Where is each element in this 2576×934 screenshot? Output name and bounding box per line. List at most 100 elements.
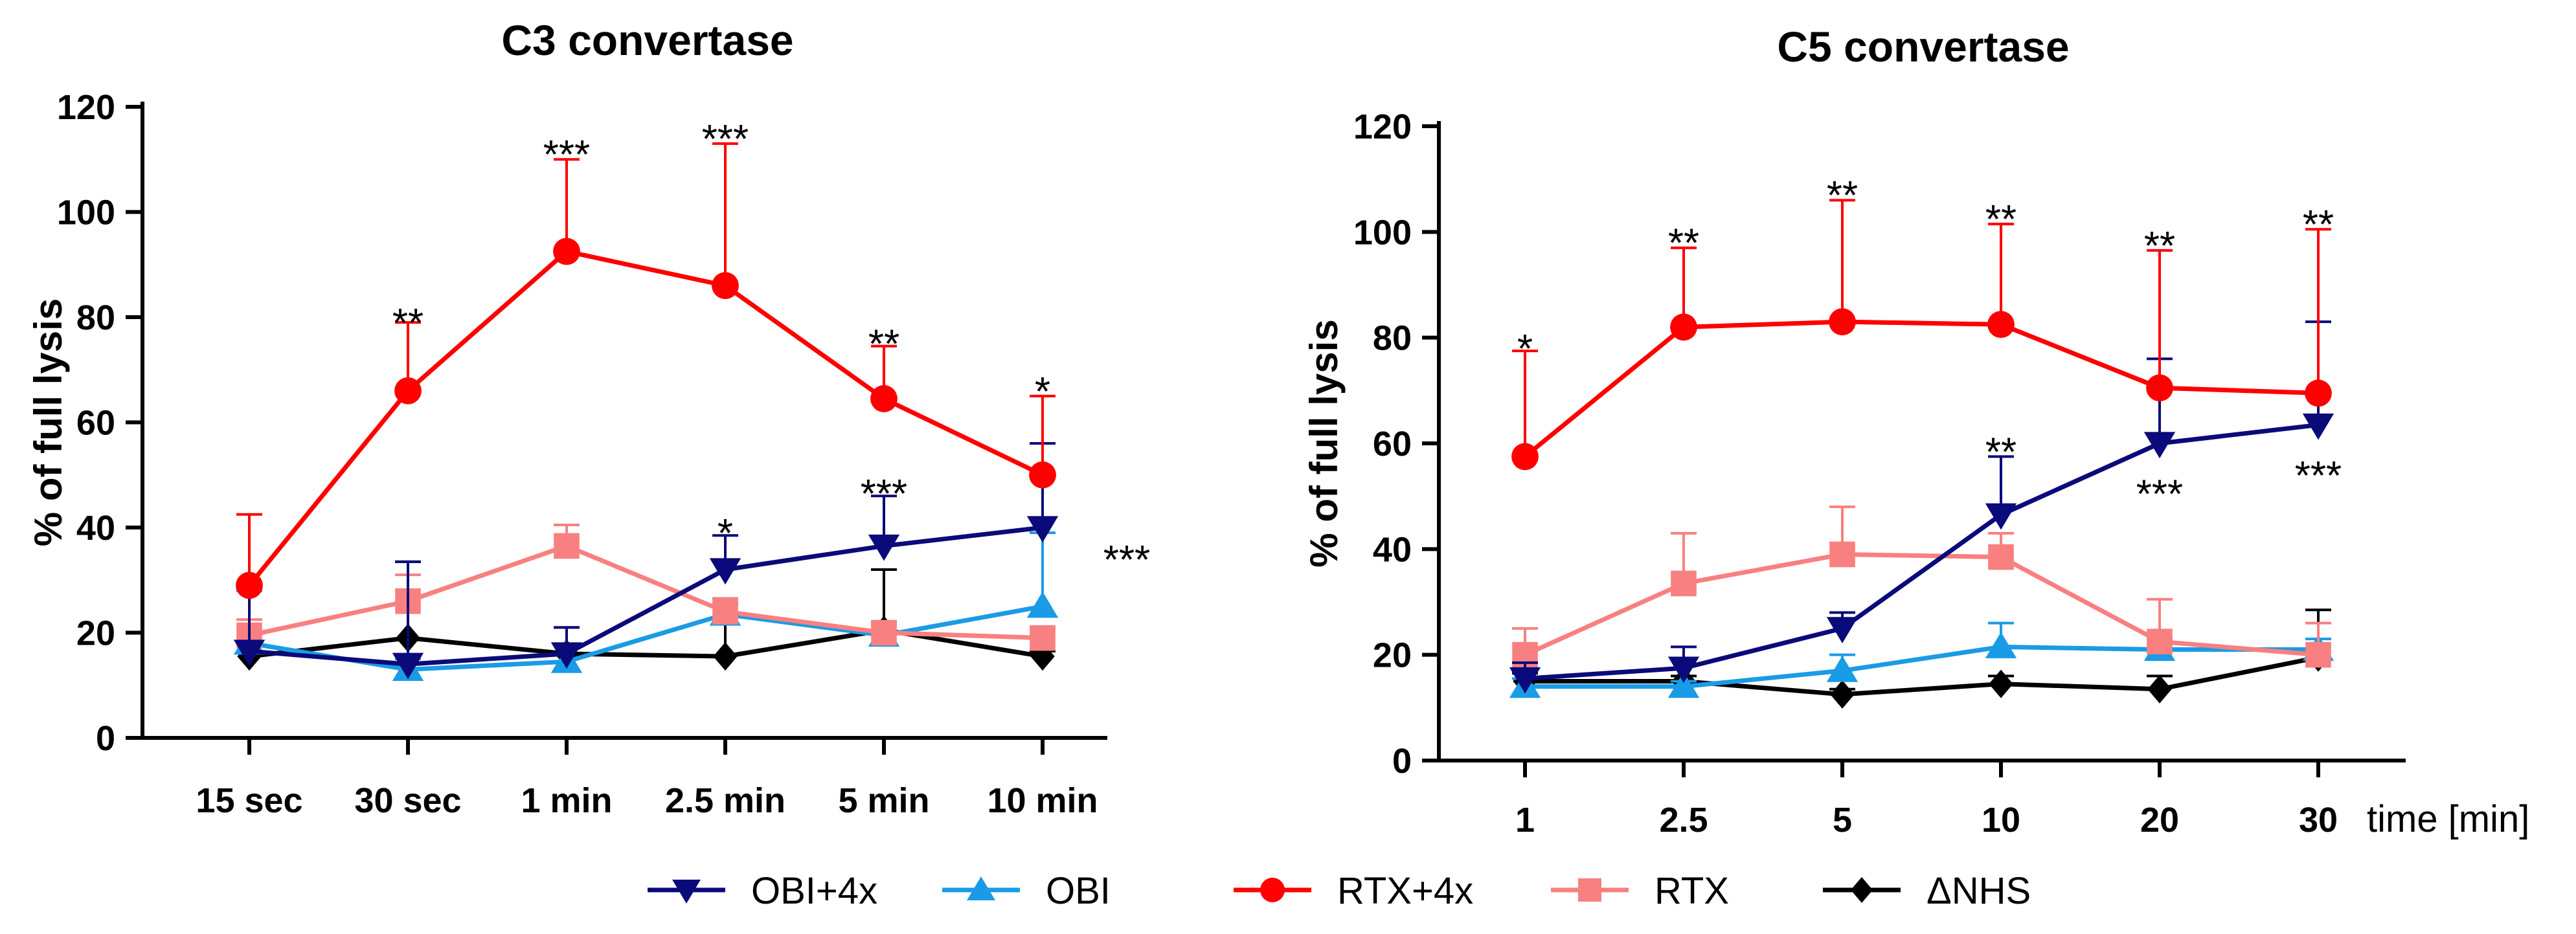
- significance-marker: ***: [702, 117, 749, 162]
- legend-marker: [967, 876, 995, 900]
- x-tick-label: 2.5: [1659, 801, 1708, 839]
- data-point: [870, 385, 898, 412]
- significance-marker: **: [2144, 224, 2175, 269]
- y-tick-label: 40: [1373, 530, 1412, 569]
- data-point: [1826, 656, 1859, 682]
- series-rtx: [236, 523, 1056, 651]
- legend-marker: [1260, 878, 1285, 902]
- significance-marker: *: [1517, 327, 1533, 372]
- significance-marker: *: [1035, 370, 1050, 414]
- data-point: [1667, 671, 1700, 698]
- series-line: [249, 604, 1043, 672]
- x-tick-label: 10: [1982, 801, 2020, 839]
- y-tick-label: 20: [76, 614, 115, 653]
- series-line: [249, 525, 1043, 667]
- data-point: [1667, 656, 1700, 684]
- data-point: [1985, 632, 2017, 659]
- data-point: [1030, 625, 1056, 651]
- y-tick-label: 80: [1373, 319, 1412, 358]
- data-point: [2143, 432, 2176, 459]
- data-point: [236, 572, 263, 599]
- data-point: [709, 558, 741, 585]
- series-line: [1524, 422, 2319, 681]
- significance-marker: ***: [2295, 454, 2342, 498]
- legend-marker: [1578, 878, 1601, 902]
- series-line: [1525, 655, 2319, 697]
- series-line: [249, 543, 1043, 641]
- legend-entry-rtx-plus-4x: RTX+4x: [1234, 870, 1473, 912]
- data-point: [1509, 667, 1541, 694]
- y-tick-label: 60: [76, 404, 115, 443]
- series-rtx-plus-4x: [1511, 199, 2332, 471]
- data-point: [871, 619, 897, 646]
- series-obi-plus-4x: [1509, 320, 2334, 694]
- data-point: [1985, 503, 2017, 530]
- data-point: [553, 238, 580, 265]
- y-tick-label: 0: [96, 719, 115, 758]
- data-point: [1029, 461, 1056, 489]
- legend-entry-obi-plus-4x: OBI+4x: [648, 870, 877, 912]
- chart-title: C5 convertase: [1777, 23, 2069, 71]
- y-tick-label: 120: [57, 88, 115, 127]
- significance-marker: **: [868, 322, 899, 367]
- data-point: [1671, 570, 1697, 597]
- data-point: [1987, 311, 2015, 339]
- x-tick-label: 2.5 min: [665, 781, 785, 820]
- data-point: [2305, 379, 2332, 407]
- data-point: [1026, 516, 1059, 543]
- legend-label: OBI: [1046, 870, 1111, 912]
- series-line: [1524, 552, 2319, 658]
- legend-entry-nhs: ΔNHS: [1823, 870, 2031, 912]
- legend: OBI+4x OBI RTX+4x RTX ΔNHS: [648, 870, 2031, 912]
- data-point: [712, 599, 738, 625]
- data-point: [1670, 313, 1697, 341]
- chart-c3-convertase: C3 convertase % of full lysis 0 20 40 60 80 100…: [27, 16, 1150, 820]
- data-point: [868, 534, 900, 561]
- x-tick-label: 20: [2140, 801, 2179, 839]
- data-point: [550, 642, 583, 669]
- data-point: [1988, 544, 2014, 570]
- data-point: [1829, 541, 1855, 568]
- x-tick-label: 1 min: [521, 781, 612, 820]
- data-point: [1511, 443, 1539, 471]
- x-tick-label: 10 min: [987, 781, 1098, 820]
- y-tick-label: 100: [1353, 213, 1412, 252]
- y-tick-label: 20: [1373, 636, 1412, 675]
- legend-label: RTX+4x: [1337, 870, 1473, 912]
- x-axis-label: time [min]: [2367, 798, 2529, 840]
- x-tick-label: 15 sec: [196, 781, 302, 820]
- y-tick-label: 100: [57, 194, 115, 232]
- legend-label: OBI+4x: [751, 870, 877, 912]
- series-line: [247, 249, 1044, 587]
- data-point: [2147, 674, 2172, 704]
- x-tick-label: 30 sec: [354, 781, 461, 820]
- significance-marker: *: [717, 511, 733, 556]
- legend-label: RTX: [1655, 870, 1729, 912]
- x-tick-label: 5 min: [838, 781, 929, 820]
- y-axis-label: % of full lysis: [1302, 319, 1346, 567]
- significance-marker: **: [1668, 221, 1699, 266]
- data-point: [2302, 413, 2334, 440]
- series-rtx-plus-4x: [236, 142, 1056, 599]
- y-tick-label: 80: [76, 298, 115, 337]
- significance-marker: ***: [861, 472, 907, 517]
- data-point: [394, 377, 422, 405]
- legend-label: ΔNHS: [1926, 870, 2031, 912]
- data-point: [1026, 591, 1059, 618]
- x-tick-label: 1: [1515, 801, 1535, 839]
- data-point: [2146, 374, 2173, 402]
- significance-marker: ***: [1103, 538, 1150, 583]
- y-tick-label: 40: [76, 509, 115, 548]
- data-point: [392, 652, 424, 680]
- data-point: [1826, 617, 1859, 643]
- legend-entry-obi: OBI: [942, 870, 1111, 912]
- significance-marker: **: [2303, 203, 2334, 247]
- series-obi: [1509, 621, 2334, 698]
- data-point: [2147, 628, 2173, 655]
- series-obi-plus-4x: [233, 442, 1059, 680]
- significance-marker: **: [392, 301, 424, 346]
- series-rtx: [1512, 506, 2331, 668]
- significance-marker: ***: [2136, 473, 2183, 517]
- chart-title: C3 convertase: [501, 16, 793, 64]
